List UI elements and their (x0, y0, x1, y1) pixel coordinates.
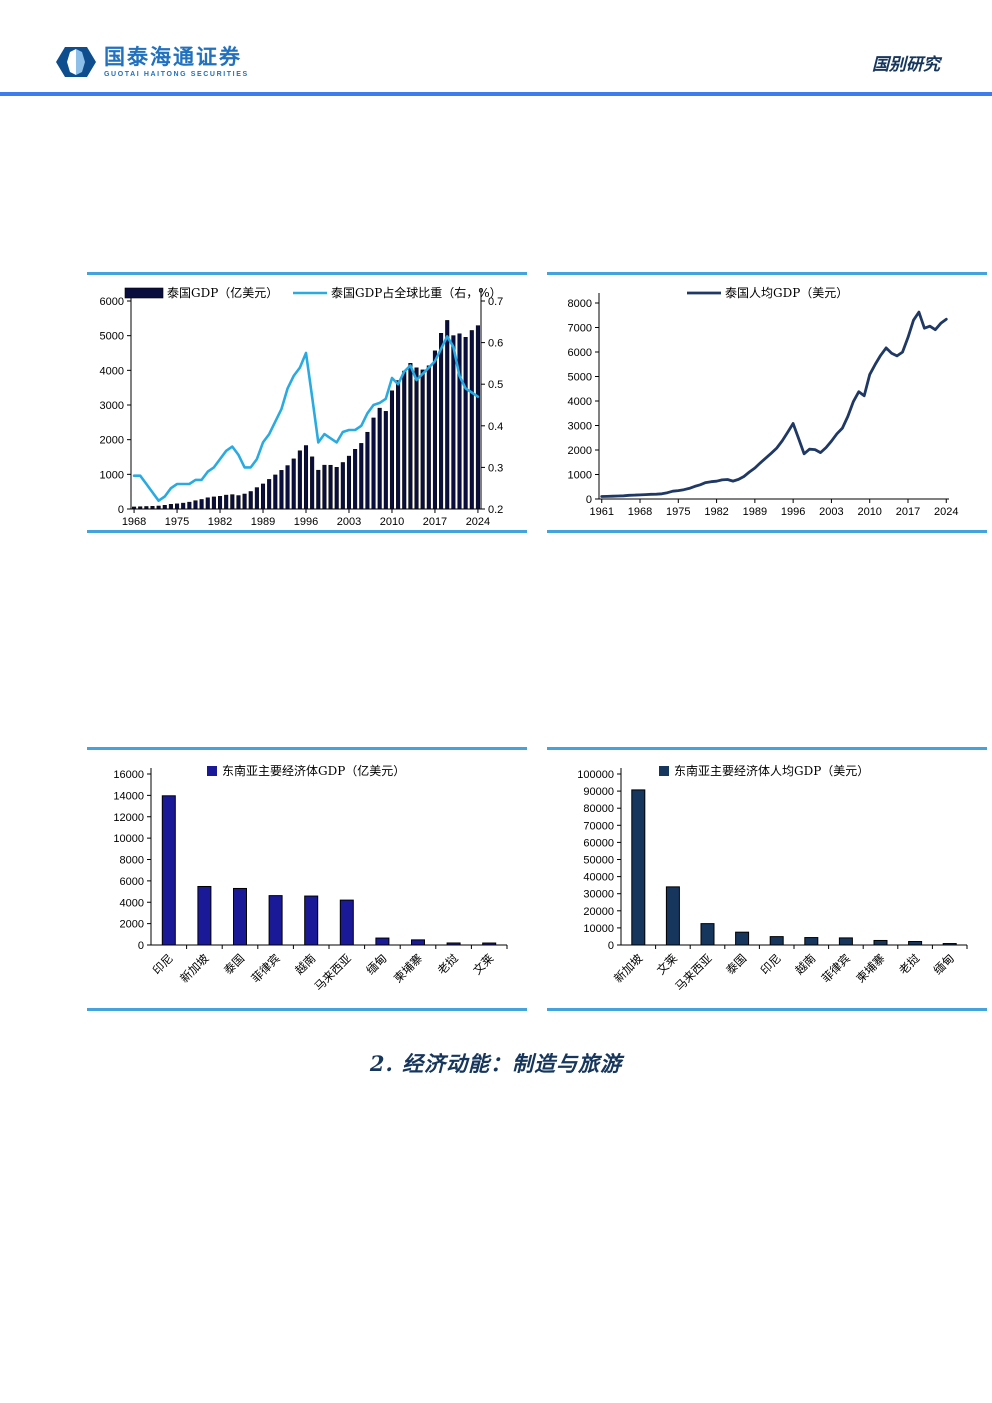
svg-text:10000: 10000 (583, 923, 614, 935)
svg-text:缅甸: 缅甸 (931, 951, 957, 977)
svg-text:4000: 4000 (568, 396, 592, 408)
svg-text:50000: 50000 (583, 855, 614, 867)
svg-text:60000: 60000 (583, 837, 614, 849)
svg-text:1968: 1968 (628, 506, 652, 518)
brand-logo-icon (56, 47, 96, 77)
svg-text:0.5: 0.5 (488, 379, 503, 391)
svg-text:0: 0 (608, 940, 614, 952)
svg-text:6000: 6000 (100, 296, 124, 308)
svg-text:泰国: 泰国 (723, 951, 749, 977)
svg-text:泰国GDP（亿美元）: 泰国GDP（亿美元） (167, 285, 278, 300)
svg-text:2003: 2003 (819, 506, 843, 518)
svg-text:8000: 8000 (568, 298, 592, 310)
svg-text:马来西亚: 马来西亚 (672, 951, 714, 993)
svg-text:4000: 4000 (120, 897, 144, 909)
svg-text:6000: 6000 (568, 347, 592, 359)
svg-text:2000: 2000 (100, 435, 124, 447)
svg-text:1996: 1996 (781, 506, 805, 518)
brand-name-en: GUOTAI HAITONG SECURITIES (104, 70, 249, 78)
svg-text:0.7: 0.7 (488, 296, 503, 308)
section-title: 2. 经济动能：制造与旅游 (369, 1051, 623, 1076)
svg-text:1982: 1982 (208, 516, 232, 528)
svg-text:印尼: 印尼 (758, 951, 784, 977)
chart-sea-economies-gdp-per-capita: 0 10000 20000 30000 40000 50000 60000 70000 8000… (547, 747, 987, 1011)
svg-text:菲律宾: 菲律宾 (819, 951, 853, 985)
svg-text:30000: 30000 (583, 889, 614, 901)
svg-text:2017: 2017 (896, 506, 920, 518)
svg-text:0.6: 0.6 (488, 338, 503, 350)
header-category-label: 国别研究 (872, 55, 940, 75)
svg-text:80000: 80000 (583, 803, 614, 815)
svg-text:0.3: 0.3 (488, 462, 503, 474)
svg-text:文莱: 文莱 (470, 951, 497, 978)
svg-text:文莱: 文莱 (654, 951, 681, 978)
svg-text:菲律宾: 菲律宾 (248, 951, 282, 985)
svg-text:2010: 2010 (857, 506, 881, 518)
svg-text:印尼: 印尼 (150, 951, 176, 977)
svg-text:马来西亚: 马来西亚 (311, 951, 353, 993)
svg-text:0: 0 (118, 504, 124, 516)
svg-text:4000: 4000 (100, 365, 124, 377)
svg-text:柬埔寨: 柬埔寨 (391, 951, 426, 986)
svg-text:2000: 2000 (568, 445, 592, 457)
svg-text:泰国: 泰国 (221, 951, 247, 977)
svg-text:老挝: 老挝 (896, 951, 923, 978)
svg-text:16000: 16000 (113, 769, 144, 781)
svg-text:2024: 2024 (466, 516, 490, 528)
svg-text:7000: 7000 (568, 323, 592, 335)
svg-text:6000: 6000 (120, 876, 144, 888)
svg-text:70000: 70000 (583, 820, 614, 832)
svg-text:0: 0 (586, 494, 592, 506)
svg-text:老挝: 老挝 (435, 951, 462, 978)
svg-text:越南: 越南 (792, 951, 818, 977)
svg-text:缅甸: 缅甸 (363, 951, 389, 977)
svg-text:1961: 1961 (589, 506, 613, 518)
chart-sea-economies-gdp: 0 2000 4000 6000 8000 10000 12000 14000 16000 印尼新… (87, 747, 527, 1011)
chart-thailand-gdp-per-capita: 0 1000 2000 3000 4000 5000 6000 7000 8000 1961 196… (547, 272, 987, 533)
svg-text:12000: 12000 (113, 812, 144, 824)
svg-text:3000: 3000 (100, 400, 124, 412)
svg-text:0.2: 0.2 (488, 504, 503, 516)
svg-text:40000: 40000 (583, 872, 614, 884)
svg-text:3000: 3000 (568, 421, 592, 433)
svg-text:1000: 1000 (100, 469, 124, 481)
svg-text:14000: 14000 (113, 790, 144, 802)
svg-text:1968: 1968 (122, 516, 146, 528)
svg-text:2000: 2000 (120, 919, 144, 931)
svg-text:1000: 1000 (568, 470, 592, 482)
svg-text:5000: 5000 (100, 331, 124, 343)
svg-text:8000: 8000 (120, 855, 144, 867)
svg-text:90000: 90000 (583, 786, 614, 798)
svg-text:2024: 2024 (934, 506, 958, 518)
svg-text:20000: 20000 (583, 906, 614, 918)
brand-name-cn: 国泰海通证券 (104, 45, 242, 69)
svg-text:1982: 1982 (704, 506, 728, 518)
svg-text:新加坡: 新加坡 (177, 951, 212, 986)
svg-text:1975: 1975 (165, 516, 189, 528)
svg-text:2017: 2017 (423, 516, 447, 528)
chart-thailand-gdp-and-global-share: 0 1000 2000 3000 4000 5000 6000 0.2 0.3 0.4 0.5 0.6… (87, 272, 527, 533)
svg-text:0: 0 (138, 940, 144, 952)
svg-text:柬埔寨: 柬埔寨 (853, 951, 888, 986)
svg-text:0.4: 0.4 (488, 421, 503, 433)
svg-text:东南亚主要经济体GDP（亿美元）: 东南亚主要经济体GDP（亿美元） (222, 763, 405, 778)
svg-text:越南: 越南 (292, 951, 318, 977)
svg-text:2010: 2010 (380, 516, 404, 528)
svg-text:新加坡: 新加坡 (611, 951, 646, 986)
svg-text:泰国GDP占全球比重（右，%）: 泰国GDP占全球比重（右，%） (331, 285, 502, 300)
svg-text:1989: 1989 (251, 516, 275, 528)
svg-text:泰国人均GDP（美元）: 泰国人均GDP（美元） (725, 286, 848, 300)
svg-text:10000: 10000 (113, 833, 144, 845)
svg-text:100000: 100000 (577, 769, 614, 781)
svg-text:1975: 1975 (666, 506, 690, 518)
svg-text:5000: 5000 (568, 372, 592, 384)
svg-text:1989: 1989 (743, 506, 767, 518)
brand: 国泰海通证券 GUOTAI HAITONG SECURITIES (56, 44, 249, 80)
svg-text:东南亚主要经济体人均GDP（美元）: 东南亚主要经济体人均GDP（美元） (674, 763, 869, 778)
svg-text:1996: 1996 (294, 516, 318, 528)
brand-text: 国泰海通证券 GUOTAI HAITONG SECURITIES (104, 47, 249, 78)
svg-text:2003: 2003 (337, 516, 361, 528)
header-rule (0, 92, 992, 96)
